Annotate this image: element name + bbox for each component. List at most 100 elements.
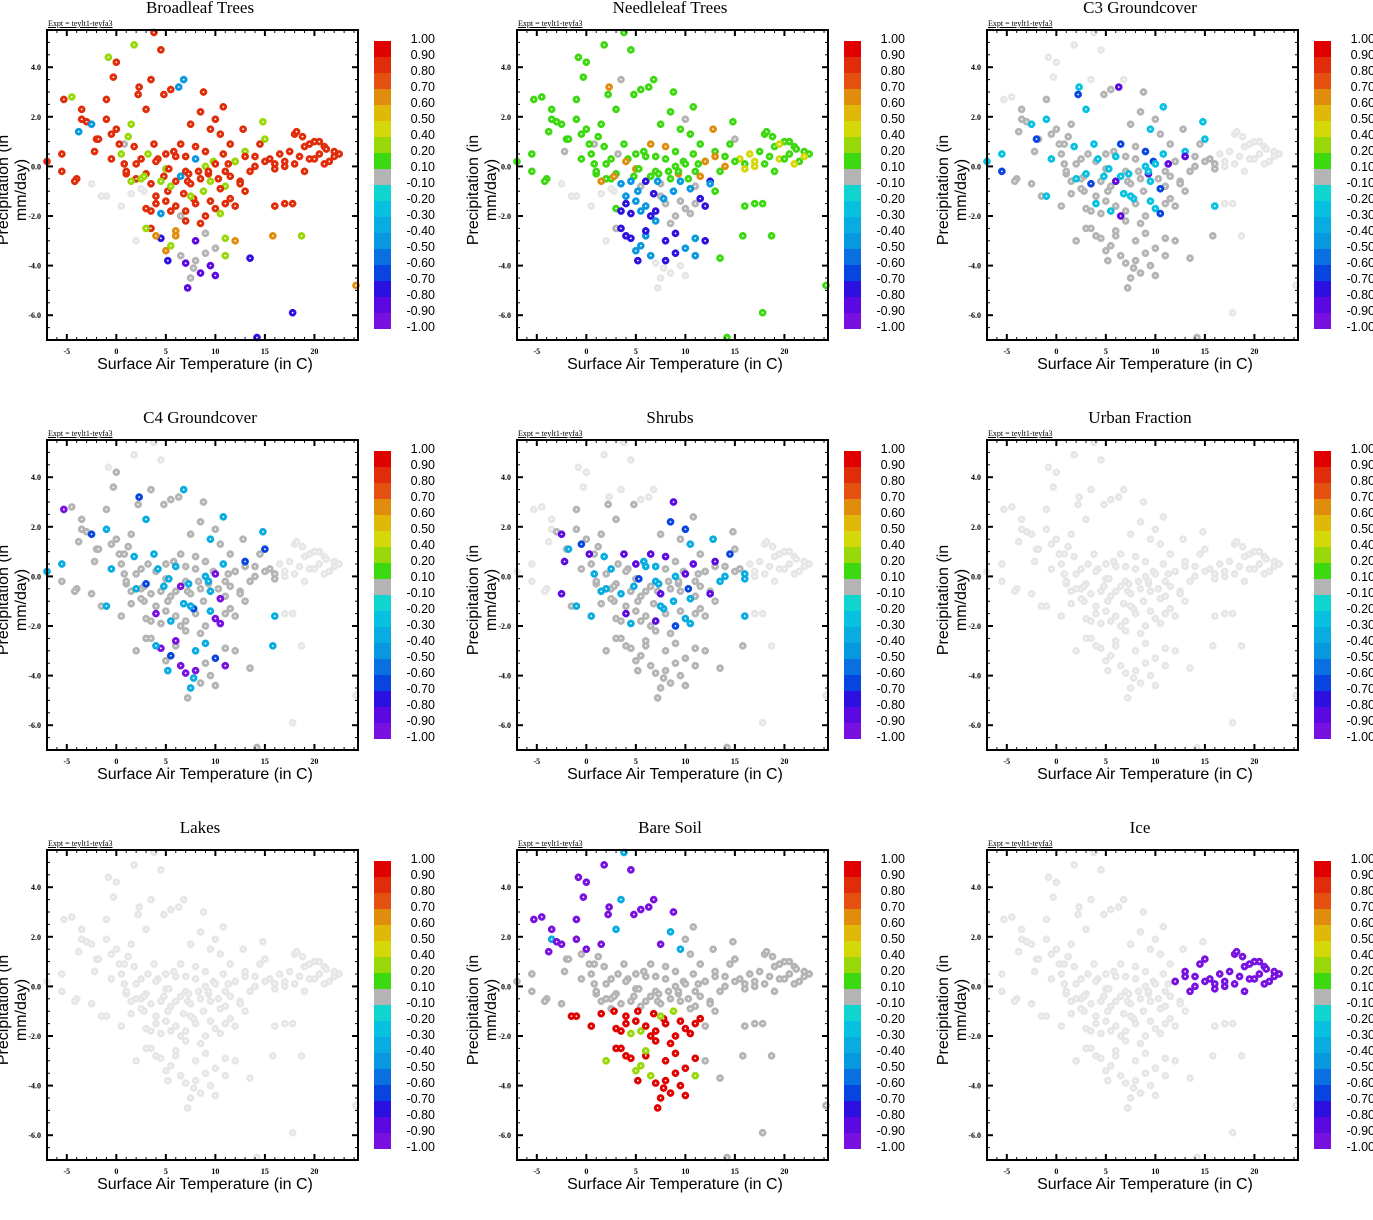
colorbar-tick-label: 1.00 <box>867 851 905 867</box>
data-point-center <box>210 1000 212 1002</box>
data-point-center <box>655 620 657 622</box>
data-point-center <box>106 99 108 101</box>
data-point-center <box>224 580 226 582</box>
data-point-center <box>1154 1028 1156 1030</box>
data-point-center <box>205 625 207 627</box>
colorbar-bin <box>374 515 391 531</box>
data-point-center <box>1174 1060 1176 1062</box>
colorbar-tick-label: -0.30 <box>867 207 905 223</box>
colorbar-bin <box>374 547 391 563</box>
colorbar-bin <box>1314 169 1331 185</box>
data-point-center <box>1070 1000 1072 1002</box>
data-point-center <box>1014 590 1016 592</box>
data-point-center <box>1154 528 1156 530</box>
data-point-center <box>284 571 286 573</box>
data-point-center <box>714 156 716 158</box>
data-point-center <box>1174 615 1176 617</box>
colorbar-bin <box>374 563 391 579</box>
colorbar-bin <box>374 1005 391 1021</box>
data-point-center <box>1184 1010 1186 1012</box>
data-point-center <box>1159 1008 1161 1010</box>
data-point-center <box>660 1015 662 1017</box>
data-point-center <box>180 143 182 145</box>
colorbar-tick-label: 0.60 <box>397 915 435 931</box>
data-point-center <box>670 272 672 274</box>
colorbar-tick-label: -0.30 <box>397 1027 435 1043</box>
data-point-center <box>296 541 298 543</box>
data-point-center <box>234 1060 236 1062</box>
data-point-center <box>684 573 686 575</box>
colorbar-bin <box>1314 723 1331 739</box>
colorbar-bin <box>1314 563 1331 579</box>
data-point-center <box>1115 1055 1117 1057</box>
data-point-center <box>784 141 786 143</box>
data-point-center <box>284 576 286 578</box>
data-point-center <box>1093 442 1095 444</box>
colorbar-tick-label: -0.90 <box>867 303 905 319</box>
colorbar-tick-label: -0.40 <box>867 1043 905 1059</box>
data-point-center <box>314 158 316 160</box>
data-point-center <box>1050 133 1052 135</box>
data-point-center <box>630 1000 632 1002</box>
data-point-center <box>620 1003 622 1005</box>
data-point-center <box>689 1008 691 1010</box>
data-point-center <box>714 600 716 602</box>
data-point-center <box>165 250 167 252</box>
data-point-center <box>272 645 274 647</box>
data-point-center <box>744 983 746 985</box>
data-point-center <box>1154 983 1156 985</box>
x-tick-label: 15 <box>261 347 269 356</box>
data-point-center <box>739 978 741 980</box>
data-point-center <box>309 158 311 160</box>
data-point-center <box>1080 188 1082 190</box>
data-point-center <box>219 1033 221 1035</box>
data-point-center <box>531 563 533 565</box>
data-point-center <box>1070 180 1072 182</box>
colorbar-bin <box>1314 217 1331 233</box>
data-point-center <box>734 571 736 573</box>
data-point-center <box>687 998 689 1000</box>
data-point-center <box>1115 976 1117 978</box>
colorbar-bin <box>374 483 391 499</box>
data-point-center <box>274 205 276 207</box>
colorbar-bin <box>844 1021 861 1037</box>
data-point-center <box>714 1010 716 1012</box>
colorbar-bin <box>844 707 861 723</box>
data-point-center <box>135 573 137 575</box>
data-point-center <box>224 613 226 615</box>
data-point-center <box>1115 566 1117 568</box>
data-point-center <box>655 262 657 264</box>
data-point-center <box>595 170 597 172</box>
data-point-center <box>1143 600 1145 602</box>
data-point-center <box>205 1052 207 1054</box>
data-point-center <box>1169 608 1171 610</box>
x-tick-label: 0 <box>1054 757 1058 766</box>
data-point-center <box>1169 553 1171 555</box>
data-point-center <box>165 973 167 975</box>
data-point-center <box>1083 585 1085 587</box>
data-point-center <box>1060 615 1062 617</box>
data-point-center <box>167 1080 169 1082</box>
data-point-center <box>607 504 609 506</box>
data-point-center <box>680 265 682 267</box>
data-point-center <box>140 568 142 570</box>
data-point-center <box>1150 675 1152 677</box>
data-point-center <box>576 195 578 197</box>
data-point-center <box>1162 973 1164 975</box>
data-point-center <box>150 620 152 622</box>
data-point-center <box>200 223 202 225</box>
data-point-center <box>630 1057 632 1059</box>
colorbar-bin <box>374 265 391 281</box>
colorbar-bin <box>844 659 861 675</box>
colorbar-bin <box>1314 201 1331 217</box>
data-point-center <box>1085 1028 1087 1030</box>
data-point-center <box>663 677 665 679</box>
data-point-center <box>1130 123 1132 125</box>
data-point-center <box>635 250 637 252</box>
data-point-center <box>219 543 221 545</box>
data-point-center <box>1048 56 1050 58</box>
data-point-center <box>1184 561 1186 563</box>
data-point-center <box>726 337 728 339</box>
data-point-center <box>564 561 566 563</box>
x-tick-label: 5 <box>164 757 168 766</box>
